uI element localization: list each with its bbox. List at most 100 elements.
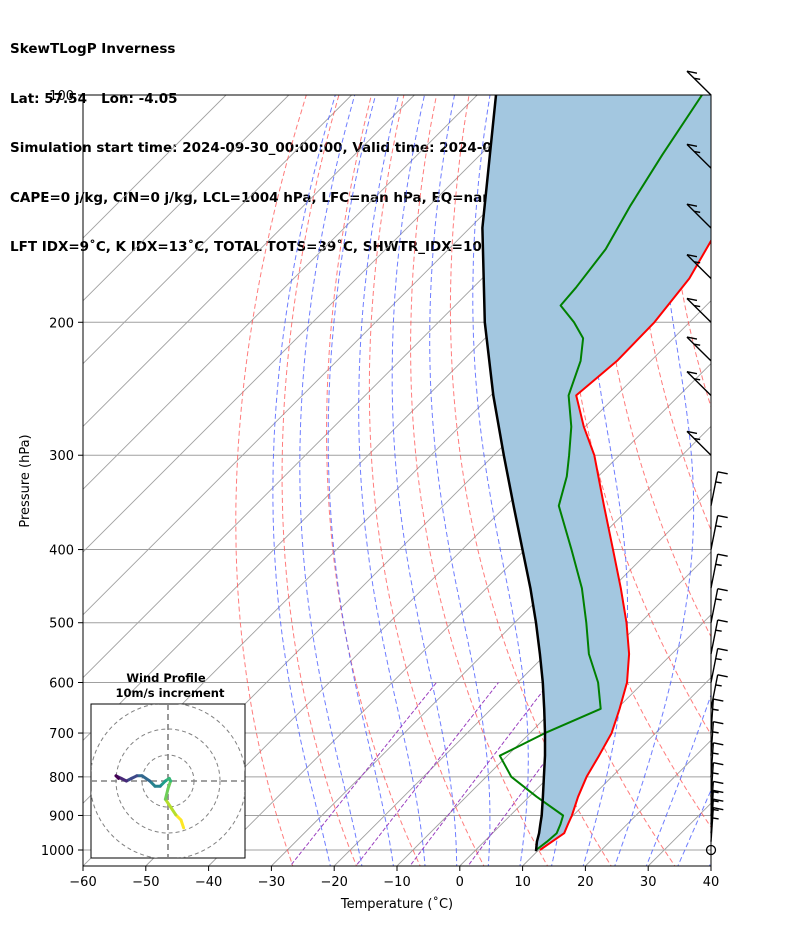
barb-flag: [712, 708, 719, 711]
dewpoint-trace: [498, 95, 703, 851]
barb-flag: [713, 789, 724, 794]
barb-flag: [715, 525, 722, 528]
y-tick-label: 700: [49, 727, 74, 742]
barb-shaft: [686, 70, 712, 96]
barb-flag: [715, 629, 722, 632]
barb-flag: [694, 343, 701, 346]
isotherm: [83, 95, 541, 553]
x-tick-label: −40: [195, 875, 222, 890]
barb-shaft: [710, 699, 715, 734]
x-tick-label: −50: [132, 875, 159, 890]
wind-barb: [710, 553, 728, 589]
barb-flag: [715, 563, 722, 567]
isotherm: [710, 865, 711, 866]
moist-adiabat: [708, 861, 711, 866]
wind-barb: [686, 254, 712, 279]
y-tick-label: 600: [49, 677, 74, 692]
barb-flag: [712, 752, 719, 755]
barb-flag: [686, 203, 698, 207]
barb-flag: [712, 808, 719, 812]
moist-adiabat: [358, 95, 426, 866]
barb-flag: [717, 553, 728, 557]
barb-shaft: [686, 336, 712, 362]
wind-barb: [710, 720, 724, 756]
isotherm: [83, 95, 478, 490]
barb-flag: [694, 77, 701, 81]
wind-barb: [710, 674, 728, 709]
dry-adiabat: [281, 95, 358, 866]
barb-flag: [686, 430, 698, 435]
wind-barb: [686, 70, 712, 96]
y-axis-label: Pressure (hPa): [18, 434, 33, 527]
x-tick-label: 20: [577, 875, 594, 890]
hodograph-segment: [163, 797, 173, 809]
dry-adiabat: [410, 95, 549, 866]
wind-barb: [710, 588, 728, 623]
moist-adiabat: [614, 95, 695, 866]
mixing-ratio-line: [409, 682, 550, 866]
x-tick-label: 30: [640, 875, 657, 890]
title-indices-2: LFT IDX=9˚C, K IDX=13˚C, TOTAL TOTS=39˚C…: [10, 239, 499, 255]
moist-adiabat: [327, 95, 394, 866]
isotherm: [271, 425, 711, 866]
isotherm: [396, 551, 711, 866]
isotherm: [83, 95, 352, 365]
barb-flag: [694, 378, 701, 381]
hodograph-title: Wind Profile: [126, 671, 206, 685]
barb-flag: [694, 304, 701, 308]
hodograph-segment: [140, 774, 152, 783]
barb-flag: [717, 514, 728, 519]
barb-flag: [713, 798, 724, 802]
y-tick-label: 500: [49, 617, 74, 632]
temperature-trace: [539, 238, 711, 851]
barb-shaft: [710, 648, 719, 683]
dry-adiabat: [235, 95, 307, 866]
barb-flag: [717, 674, 728, 678]
barb-shaft: [710, 588, 719, 623]
x-tick-label: 10: [514, 875, 531, 890]
wind-barb: [686, 370, 712, 396]
hodograph-segment: [114, 774, 121, 780]
hodograph-segment: [163, 787, 170, 801]
x-axis-label: Temperature (˚C): [340, 896, 453, 912]
barb-flag: [717, 588, 728, 592]
wind-barb: [710, 780, 724, 816]
isotherm: [774, 95, 794, 866]
x-tick-label: −20: [320, 875, 347, 890]
y-tick-label: 400: [49, 544, 74, 559]
barb-shaft: [710, 762, 715, 797]
moist-adiabat: [429, 95, 491, 866]
barb-flag: [686, 143, 698, 148]
wind-barb: [710, 471, 728, 506]
barb-flag: [717, 471, 728, 475]
barb-shaft: [686, 254, 712, 279]
barb-flag: [713, 698, 724, 702]
dry-adiabat: [729, 95, 794, 869]
barb-flag: [694, 437, 701, 441]
y-tick-label: 100: [49, 89, 74, 104]
barb-shaft: [710, 554, 719, 589]
barb-shaft: [686, 430, 712, 456]
hodograph-plot: [91, 704, 245, 858]
x-tick-label: −10: [383, 875, 410, 890]
barb-flag: [715, 684, 722, 687]
hodograph-subtitle: 10m/s increment: [116, 686, 225, 700]
barb-flag: [713, 742, 724, 746]
barb-flag: [717, 619, 728, 623]
moist-adiabat: [391, 95, 458, 866]
sounding-traces: [481, 95, 711, 852]
dry-adiabat: [325, 95, 421, 866]
x-tick-label: −30: [258, 875, 285, 890]
barb-flag: [686, 297, 698, 302]
y-tick-label: 800: [49, 771, 74, 786]
moist-adiabat: [645, 693, 711, 866]
wind-barb: [710, 647, 728, 683]
barb-flag: [713, 762, 724, 766]
wind-barb: [710, 619, 728, 655]
barb-flag: [715, 481, 722, 484]
wind-barb: [686, 297, 712, 323]
barb-shaft: [686, 297, 712, 323]
y-tick-label: 1000: [41, 844, 74, 859]
moist-adiabat: [272, 95, 336, 866]
